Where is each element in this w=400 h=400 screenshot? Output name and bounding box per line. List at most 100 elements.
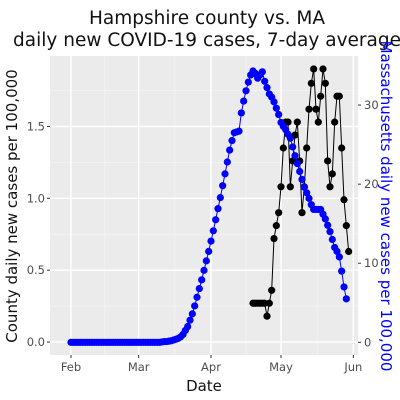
y2-tick-label: 10 — [364, 256, 379, 270]
chart-title-line-2: daily new COVID-19 cases, 7-day average — [13, 30, 400, 51]
data-point — [328, 235, 336, 244]
data-point — [300, 183, 308, 191]
data-point — [340, 283, 348, 291]
data-point — [324, 221, 332, 229]
data-point — [275, 209, 283, 217]
data-point — [298, 175, 306, 183]
data-point — [226, 146, 234, 154]
data-point — [303, 144, 311, 152]
data-point — [198, 276, 206, 284]
data-point — [345, 247, 353, 256]
data-point — [317, 92, 325, 100]
y-axis-title: County daily new cases per 100,000 — [3, 69, 21, 342]
data-point — [326, 228, 334, 236]
data-point — [195, 284, 203, 293]
data-point — [212, 216, 220, 224]
data-point — [305, 194, 313, 202]
data-point — [286, 134, 294, 142]
y-tick-label: 0.0 — [27, 335, 45, 349]
data-point — [321, 215, 329, 223]
data-point — [202, 257, 210, 265]
data-point — [340, 196, 348, 204]
x-tick-label: May — [269, 360, 293, 374]
data-point — [296, 167, 304, 176]
data-point — [240, 97, 248, 105]
y2-tick-label: 20 — [364, 177, 379, 191]
y-tick-label: 1.0 — [27, 191, 45, 205]
data-point — [237, 109, 245, 117]
data-point — [244, 78, 252, 86]
data-point — [293, 118, 301, 126]
data-point — [205, 247, 213, 255]
data-point — [258, 68, 266, 76]
data-point — [272, 222, 280, 230]
x-tick-label: Jun — [343, 360, 362, 374]
series-layer — [67, 65, 353, 346]
data-point — [324, 157, 332, 165]
data-point — [242, 87, 250, 95]
data-point — [326, 183, 334, 191]
data-point — [338, 267, 346, 275]
data-point — [331, 118, 339, 126]
data-point — [298, 209, 306, 217]
data-point — [279, 144, 287, 152]
ticks-layer: Feb Mar Apr May Jun 0.0 0.5 1.0 1.5 0 10 20 30 — [27, 98, 379, 374]
data-point — [338, 144, 346, 152]
data-point — [209, 227, 217, 235]
y-tick-label: 0.5 — [27, 263, 45, 277]
x-axis-title: Date — [186, 377, 222, 395]
data-point — [221, 170, 229, 178]
plot-panel — [50, 56, 358, 355]
data-point — [342, 295, 350, 303]
data-point — [207, 237, 215, 245]
data-point — [333, 247, 341, 255]
data-point — [305, 105, 313, 113]
data-point — [235, 127, 243, 135]
data-point — [275, 110, 283, 119]
data-point — [293, 159, 301, 168]
chart-title-line-1: Hampshire county vs. MA — [89, 8, 325, 29]
y-tick-label: 1.5 — [27, 119, 45, 133]
data-point — [263, 312, 271, 320]
data-point — [270, 98, 278, 106]
y2-tick-label: 0 — [364, 335, 371, 349]
x-tick-label: Apr — [201, 360, 221, 374]
data-point — [307, 79, 315, 87]
data-point — [277, 183, 285, 191]
data-point — [184, 322, 192, 331]
x-tick-label: Feb — [61, 360, 81, 374]
data-point — [263, 84, 271, 92]
y2-axis-title: Massachusetts daily new cases per 100,00… — [377, 41, 395, 372]
data-point — [335, 253, 343, 261]
data-point — [261, 77, 269, 85]
data-point — [193, 293, 201, 301]
data-point — [188, 310, 196, 318]
data-point — [284, 118, 292, 126]
y2-tick-label: 30 — [364, 98, 379, 112]
data-point — [289, 143, 297, 151]
data-point — [268, 286, 276, 294]
data-point — [342, 222, 350, 230]
data-point — [328, 170, 336, 178]
series-1 — [67, 67, 350, 346]
data-point — [291, 152, 299, 160]
data-point — [303, 189, 311, 197]
data-point — [321, 79, 329, 87]
data-point — [223, 158, 231, 166]
data-point — [335, 92, 343, 100]
data-point — [319, 65, 327, 73]
data-point — [265, 299, 273, 307]
series-0 — [249, 65, 353, 320]
data-point — [186, 316, 194, 324]
data-point — [312, 105, 320, 113]
data-point — [228, 137, 236, 145]
data-point — [310, 65, 318, 73]
data-point — [314, 118, 322, 126]
data-point — [191, 302, 199, 310]
data-point — [270, 234, 278, 243]
data-point — [200, 266, 208, 274]
data-point — [219, 182, 227, 190]
data-point — [216, 193, 224, 202]
data-point — [286, 183, 294, 191]
